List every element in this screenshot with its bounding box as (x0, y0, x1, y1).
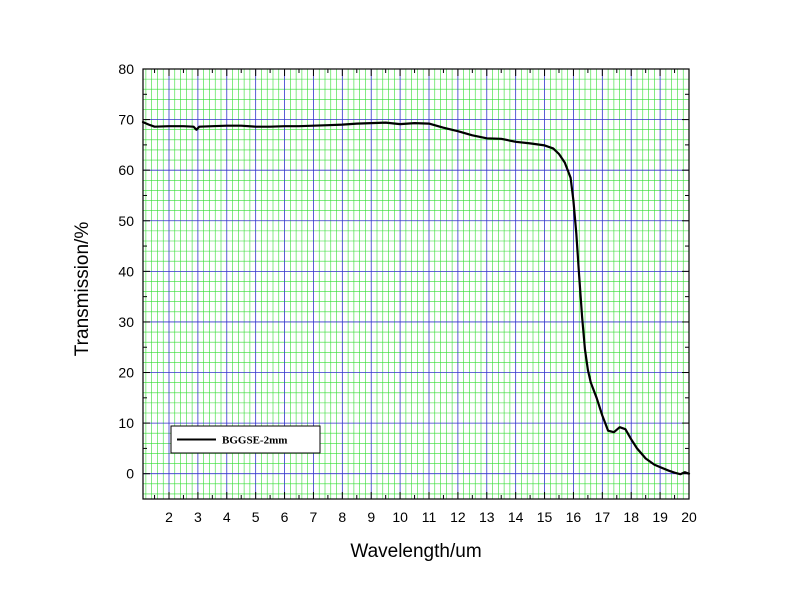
legend: BGGSE-2mm (170, 425, 321, 454)
x-tick-labels: 2 3 4 5 6 7 8 9 10 11 12 13 14 15 16 17 18 19 20 (165, 509, 697, 525)
x-tick-label: 2 (165, 509, 173, 525)
y-tick-label: 80 (118, 61, 134, 77)
y-tick-label: 0 (126, 466, 134, 482)
x-tick-label: 4 (223, 509, 231, 525)
x-tick-label: 9 (367, 509, 375, 525)
y-tick-labels: 0 10 20 30 40 50 60 70 80 (118, 61, 134, 482)
x-tick-label: 15 (537, 509, 553, 525)
x-tick-label: 7 (310, 509, 318, 525)
x-tick-label: 8 (338, 509, 346, 525)
series-line-bggse-2mm (141, 120, 691, 476)
x-tick-label: 17 (595, 509, 611, 525)
x-tick-label: 13 (479, 509, 495, 525)
plot-frame (142, 68, 690, 500)
y-axis-title: Transmission/% (72, 222, 93, 357)
y-tick-label: 10 (118, 415, 134, 431)
x-tick-label: 12 (450, 509, 466, 525)
x-tick-label: 10 (392, 509, 408, 525)
x-tick-label: 18 (623, 509, 639, 525)
x-tick-label: 11 (422, 509, 437, 525)
x-tick-label: 20 (681, 509, 697, 525)
x-tick-label: 3 (194, 509, 202, 525)
x-tick-label: 19 (652, 509, 668, 525)
legend-label-bggse-2mm: BGGSE-2mm (222, 435, 287, 447)
x-tick-label: 6 (281, 509, 289, 525)
y-tick-label: 50 (118, 213, 134, 229)
x-tick-label: 14 (508, 509, 524, 525)
y-tick-label: 60 (118, 162, 134, 178)
y-tick-label: 70 (118, 112, 134, 128)
y-tick-label: 20 (118, 365, 134, 381)
axis-ticks (143, 68, 690, 500)
x-axis-title: Wavelength/um (350, 541, 481, 562)
x-tick-label: 5 (252, 509, 260, 525)
y-tick-label: 30 (118, 314, 134, 330)
x-tick-label: 16 (566, 509, 582, 525)
series-layer (141, 120, 691, 476)
y-tick-label: 40 (118, 263, 134, 279)
